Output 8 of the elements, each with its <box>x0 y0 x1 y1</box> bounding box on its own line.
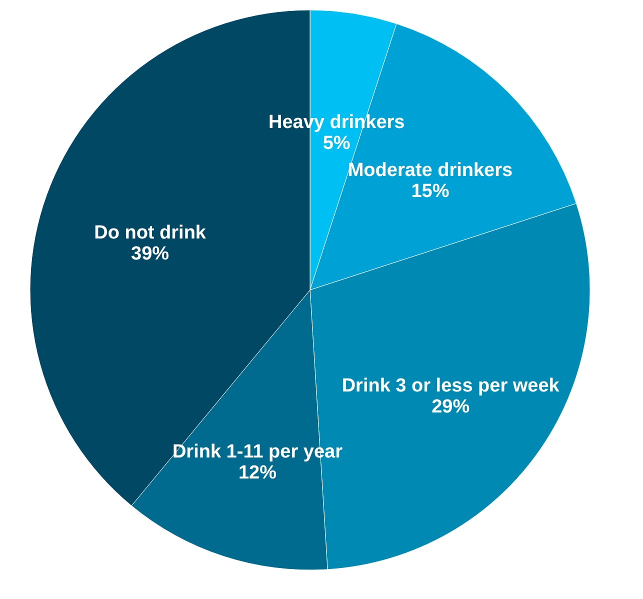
data-label: 39% <box>131 243 170 264</box>
data-label: 15% <box>411 180 450 202</box>
data-label: 5% <box>322 133 350 154</box>
data-label: 29% <box>432 396 470 418</box>
slice-label: Drink 3 or less per week <box>342 376 560 397</box>
data-label: 12% <box>238 462 277 484</box>
slice-label: Moderate drinkers <box>348 160 513 181</box>
slice-label: Do not drink <box>94 222 206 244</box>
